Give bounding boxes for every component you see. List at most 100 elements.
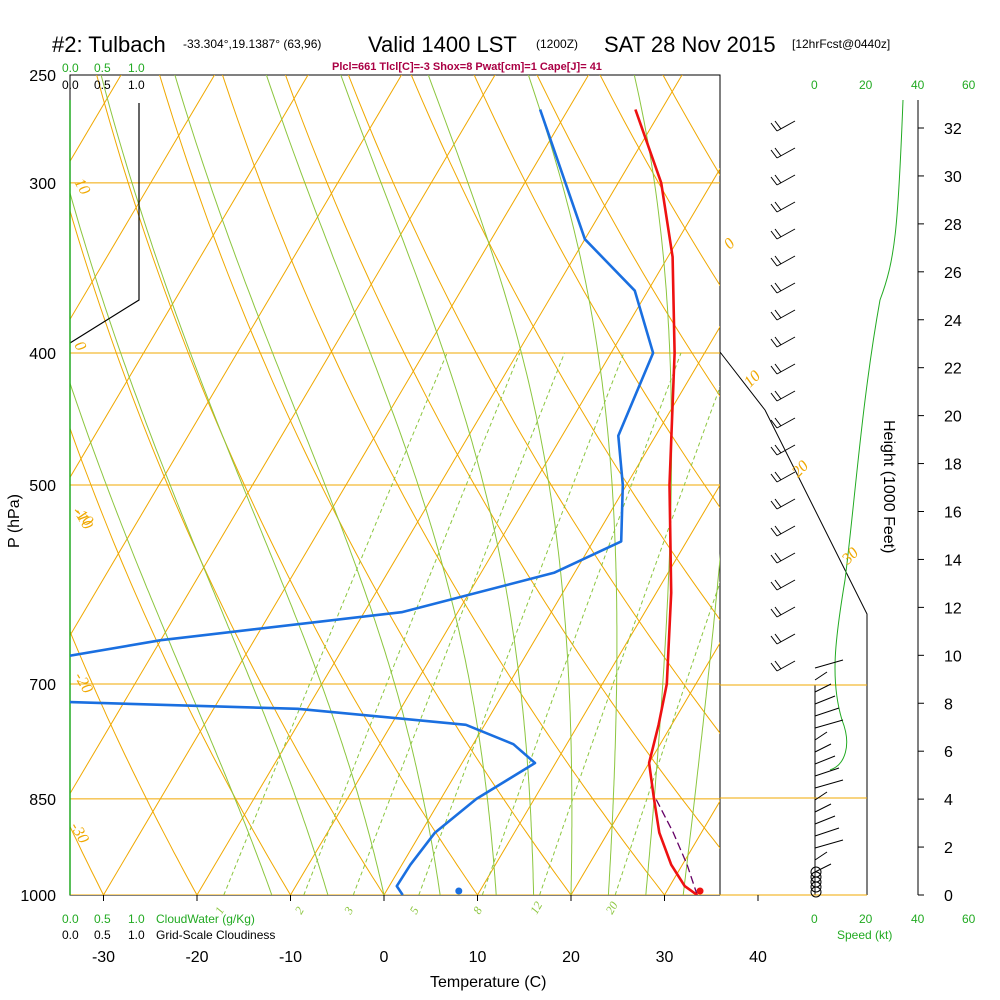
dry-adiabat-line — [159, 75, 572, 895]
wind-barbs — [770, 120, 796, 672]
wind-barb-feather — [774, 255, 782, 265]
wind-barb-feather — [774, 363, 782, 373]
wind-barb-staff — [776, 606, 796, 618]
wind-barb-feather — [774, 228, 782, 238]
pressure-ticks: 250 300 400 500 700 850 1000 — [20, 68, 56, 905]
wind-barb-feather — [774, 579, 782, 589]
wind-barb — [814, 779, 844, 789]
wind-barb-feather — [774, 309, 782, 319]
wind-barb-staff — [776, 336, 796, 348]
dry-adiabat-line — [70, 426, 291, 895]
wind-barb-feather — [770, 149, 778, 159]
height-tick-label: 16 — [944, 505, 962, 522]
wind-barb-feather — [774, 606, 782, 616]
wind-barb-feather — [770, 122, 778, 132]
mixing-ratio-label: 5 — [407, 904, 422, 916]
wind-barb-staff — [776, 660, 796, 672]
wind-barb-staff — [776, 579, 796, 591]
wind-barb-feather — [770, 554, 778, 564]
pressure-tick-label: 700 — [29, 677, 56, 694]
dry-adiabat-line — [0, 51, 10, 895]
height-tick-label: 4 — [944, 792, 953, 809]
wind-barb-feather — [770, 257, 778, 267]
pressure-tick-label: 400 — [29, 346, 56, 363]
wind-barb-feather — [770, 608, 778, 618]
height-tick-label: 24 — [944, 313, 962, 330]
cloudiness-profile — [69, 103, 140, 344]
height-tick-label: 6 — [944, 744, 953, 761]
dry-adiabat-label: -20 — [71, 670, 96, 697]
mixing-ratio-line — [614, 581, 720, 895]
mixing-ratio-label: 2 — [292, 904, 307, 916]
wind-barb-feather — [770, 662, 778, 672]
cloudwater-bottom-1: 1.0 — [128, 912, 145, 926]
speed-axis-title: Speed (kt) — [837, 928, 892, 942]
temperature-tick-label: -30 — [92, 949, 115, 966]
wind-barb-feather — [770, 284, 778, 294]
wind-barb — [814, 851, 828, 861]
dry-adiabat-line — [70, 630, 198, 895]
wind-barb-staff — [776, 390, 796, 402]
height-tick-label: 28 — [944, 217, 962, 234]
wind-barb-feather — [770, 635, 778, 645]
wind-barb-feather — [770, 473, 778, 483]
height-axis-title: Height (1000 Feet) — [880, 420, 897, 553]
dry-adiabat-line — [536, 75, 720, 397]
moist-adiabat-line — [265, 75, 497, 895]
dry-adiabat-line — [347, 75, 720, 734]
wind-barb — [814, 683, 832, 693]
mixing-ratio-line — [539, 385, 720, 895]
isotherm-line — [570, 642, 720, 895]
wind-barb-staff — [776, 417, 796, 429]
wind-barb-feather — [774, 174, 782, 184]
temperature-tick-label: -20 — [185, 949, 208, 966]
wind-barb-staff — [776, 282, 796, 294]
sounding-profiles — [70, 109, 704, 895]
mixing-ratio-line — [481, 352, 682, 895]
dry-adiabat-line — [284, 75, 720, 849]
pressure-tick-label: 500 — [29, 478, 56, 495]
mixing-ratio-line — [352, 352, 565, 895]
mixing-ratio-label: 12 — [527, 899, 545, 916]
stability-indices: Plcl=661 Tlcl[C]=-3 Shox=8 Pwat[cm]=1 Ca… — [332, 61, 602, 73]
isotherm-line — [70, 75, 309, 479]
height-tick-label: 26 — [944, 265, 962, 282]
wind-barb-staff — [776, 228, 796, 240]
mixing-ratio-line — [223, 352, 448, 895]
moist-adiabat-line — [100, 75, 385, 895]
pressure-tick-label: 300 — [29, 176, 56, 193]
wind-barb-feather — [770, 500, 778, 510]
speed-bottom-0: 0 — [811, 912, 818, 926]
isotherm-label: 0 — [721, 235, 739, 253]
calm-wind-circle — [810, 886, 822, 898]
wind-barb-feather — [774, 147, 782, 157]
wind-barb-feather — [774, 120, 782, 130]
cloudiness-top-0: 0.0 — [62, 78, 79, 92]
cloudwater-label: CloudWater (g/Kg) — [156, 912, 255, 926]
isotherm-line — [102, 75, 590, 895]
forecast-info: [12hrFcst@0440z] — [792, 37, 890, 51]
forecast-date: SAT 28 Nov 2015 — [604, 32, 776, 57]
zulu-time: (1200Z) — [536, 37, 578, 51]
cloudwater-top-05: 0.5 — [94, 61, 111, 75]
wind-barb — [814, 743, 832, 753]
isotherm-line — [70, 75, 216, 321]
wind-barb-feather — [774, 552, 782, 562]
moist-adiabat-line — [340, 75, 535, 895]
wind-barb — [814, 659, 844, 669]
wind-barb-staff — [776, 552, 796, 564]
height-tick-label: 10 — [944, 648, 962, 665]
surface-temperature-marker — [696, 887, 704, 895]
wind-barb-feather — [774, 498, 782, 508]
wind-barb — [814, 695, 836, 705]
wind-barb-feather — [774, 471, 782, 481]
moist-adiabat-line — [70, 191, 329, 895]
wind-barb-feather — [770, 446, 778, 456]
cloudiness-bottom-1: 1.0 — [128, 928, 145, 942]
wind-barb-staff — [776, 444, 796, 456]
height-tick-label: 14 — [944, 552, 962, 569]
speed-bottom-20: 20 — [859, 912, 873, 926]
height-tick-label: 0 — [944, 888, 953, 905]
